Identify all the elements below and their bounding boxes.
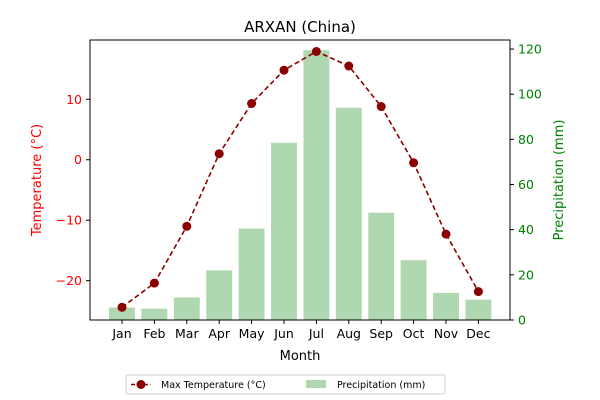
legend-bar-swatch	[306, 380, 326, 388]
precipitation-bar	[465, 299, 492, 320]
right-tick-label: 60	[518, 177, 534, 192]
legend: Max Temperature (°C) Precipitation (mm)	[125, 374, 446, 395]
temperature-point	[182, 221, 192, 231]
left-tick-label: 0	[74, 152, 82, 167]
chart-title: ARXAN (China)	[244, 18, 356, 36]
left-tick-label: −20	[56, 273, 82, 288]
precipitation-bar	[141, 308, 168, 320]
x-tick-label: Jan	[111, 326, 131, 341]
x-axis-ticks: Jan Feb Mar Apr May Jun Jul Aug Sep Oct Nov Dec	[111, 320, 491, 341]
left-axis-ticks: −20 −10 0 10	[56, 92, 90, 288]
temperature-point	[311, 46, 321, 56]
x-tick-label: Feb	[143, 326, 165, 341]
precipitation-bar	[271, 142, 297, 320]
temperature-point	[247, 98, 257, 108]
right-tick-label: 0	[518, 313, 526, 328]
right-tick-label: 100	[518, 87, 542, 102]
x-tick-label: Aug	[337, 326, 361, 341]
temperature-point	[344, 61, 354, 71]
plot-frame	[89, 39, 511, 321]
temperature-point	[149, 278, 159, 288]
precipitation-bar	[335, 107, 362, 320]
x-tick-label: Apr	[208, 326, 230, 341]
x-tick-label: Nov	[434, 326, 459, 341]
temperature-point	[279, 65, 289, 75]
right-tick-label: 80	[518, 132, 534, 147]
temperature-point	[409, 158, 419, 168]
left-tick-label: 10	[66, 92, 82, 107]
x-axis-label: Month	[280, 349, 321, 364]
precipitation-bar	[433, 292, 459, 320]
right-tick-label: 120	[518, 42, 542, 57]
temperature-point	[441, 229, 451, 239]
temperature-point	[214, 149, 224, 159]
legend-precipitation-label: Precipitation (mm)	[337, 380, 425, 391]
precipitation-bar	[368, 212, 395, 320]
precipitation-bars	[109, 50, 492, 321]
legend-marker-swatch	[136, 380, 146, 389]
left-axis-label: Temperature (°C)	[30, 124, 45, 237]
x-tick-label: Mar	[175, 326, 199, 341]
precipitation-bar	[400, 260, 427, 320]
x-tick-label: Jun	[273, 326, 294, 341]
right-tick-label: 20	[518, 267, 534, 282]
temperature-point	[117, 302, 127, 312]
x-tick-label: May	[239, 326, 265, 341]
left-tick-label: −10	[56, 213, 82, 228]
x-tick-label: Dec	[466, 326, 490, 341]
temperature-point	[376, 102, 386, 112]
precipitation-bar	[238, 228, 265, 320]
temperature-point	[473, 287, 483, 297]
legend-temperature-label: Max Temperature (°C)	[161, 380, 266, 391]
x-tick-label: Oct	[403, 326, 425, 341]
x-tick-label: Sep	[369, 326, 393, 341]
precipitation-bar	[109, 307, 135, 320]
right-axis-label: Precipitation (mm)	[552, 120, 567, 241]
temperature-line	[117, 46, 483, 312]
precipitation-bar	[173, 297, 200, 320]
precipitation-bar	[303, 50, 330, 321]
precipitation-bar	[206, 270, 233, 320]
right-axis-ticks: 0 20 40 60 80 100 120	[510, 42, 542, 328]
x-tick-label: Jul	[308, 326, 324, 341]
legend-frame	[125, 374, 446, 395]
right-tick-label: 40	[518, 222, 534, 237]
